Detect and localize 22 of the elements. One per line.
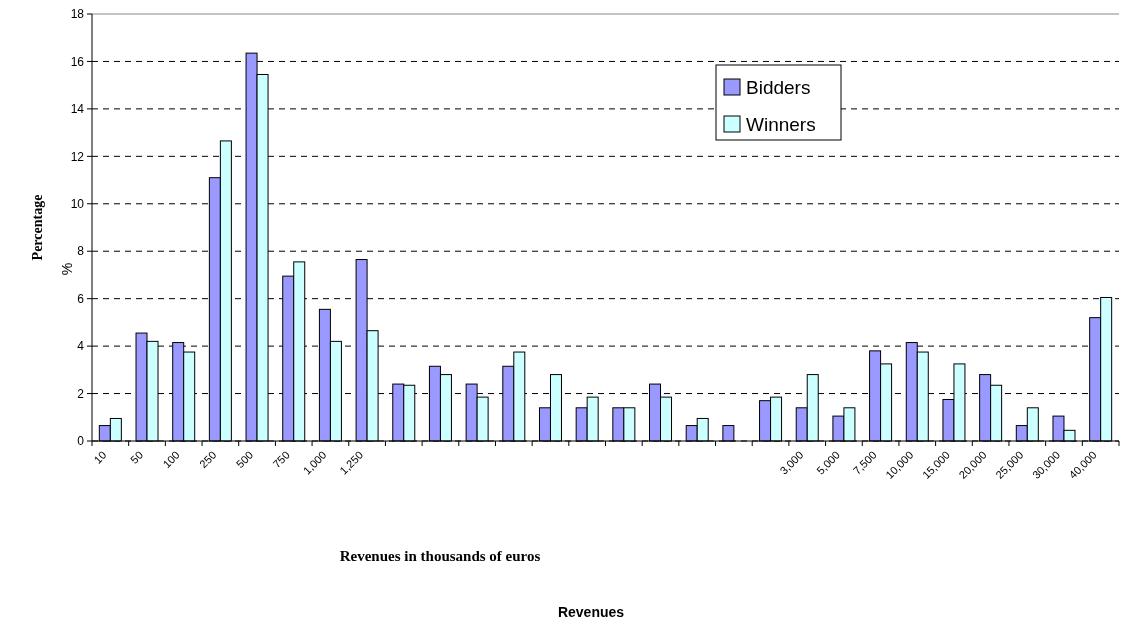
x-tick-label: 500 [233,448,256,471]
x-tick-label: 250 [197,448,219,471]
text: Revenues [557,604,625,620]
y-tick-label: 0 [77,434,85,449]
y-tick-label: 16 [70,54,85,69]
y-tick-label: 10 [70,196,85,211]
y-tick-label: 18 [70,7,85,22]
x-tick-label: 50 [128,448,146,466]
x-tick-label: 10 [91,448,109,466]
text: Revenues in thousands of euros [339,548,541,564]
y-tick-label: 2 [77,386,85,401]
x-tick-label: 100 [160,448,182,471]
y-axis-title: Percentage [30,194,45,261]
x-tick-label: 750 [270,448,292,471]
y-tick-label: 14 [70,102,85,117]
y-tick-label: 8 [77,244,85,259]
y-tick-label: 12 [70,149,85,164]
y-tick-label: 4 [77,339,85,354]
y-tick-label: 6 [77,291,85,306]
legend-label: Bidders [746,76,811,98]
legend-label: Winners [746,113,816,135]
text: % [59,262,75,276]
